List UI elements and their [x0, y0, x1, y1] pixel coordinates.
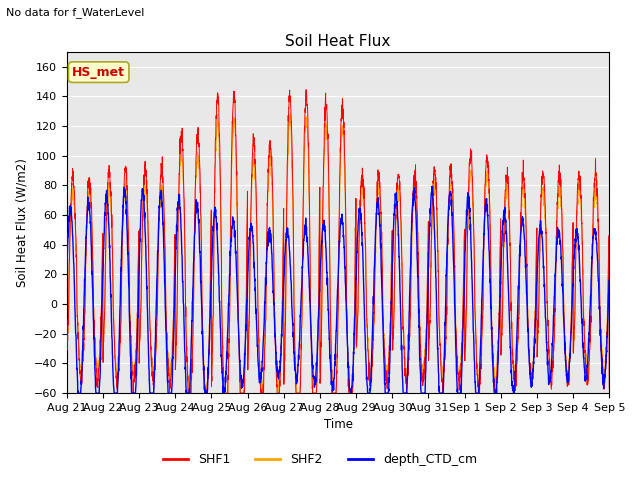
Text: No data for f_WaterLevel: No data for f_WaterLevel	[6, 7, 145, 18]
Legend: SHF1, SHF2, depth_CTD_cm: SHF1, SHF2, depth_CTD_cm	[158, 448, 482, 471]
Text: HS_met: HS_met	[72, 66, 125, 79]
X-axis label: Time: Time	[323, 419, 353, 432]
Y-axis label: Soil Heat Flux (W/m2): Soil Heat Flux (W/m2)	[15, 158, 28, 287]
Title: Soil Heat Flux: Soil Heat Flux	[285, 34, 390, 49]
